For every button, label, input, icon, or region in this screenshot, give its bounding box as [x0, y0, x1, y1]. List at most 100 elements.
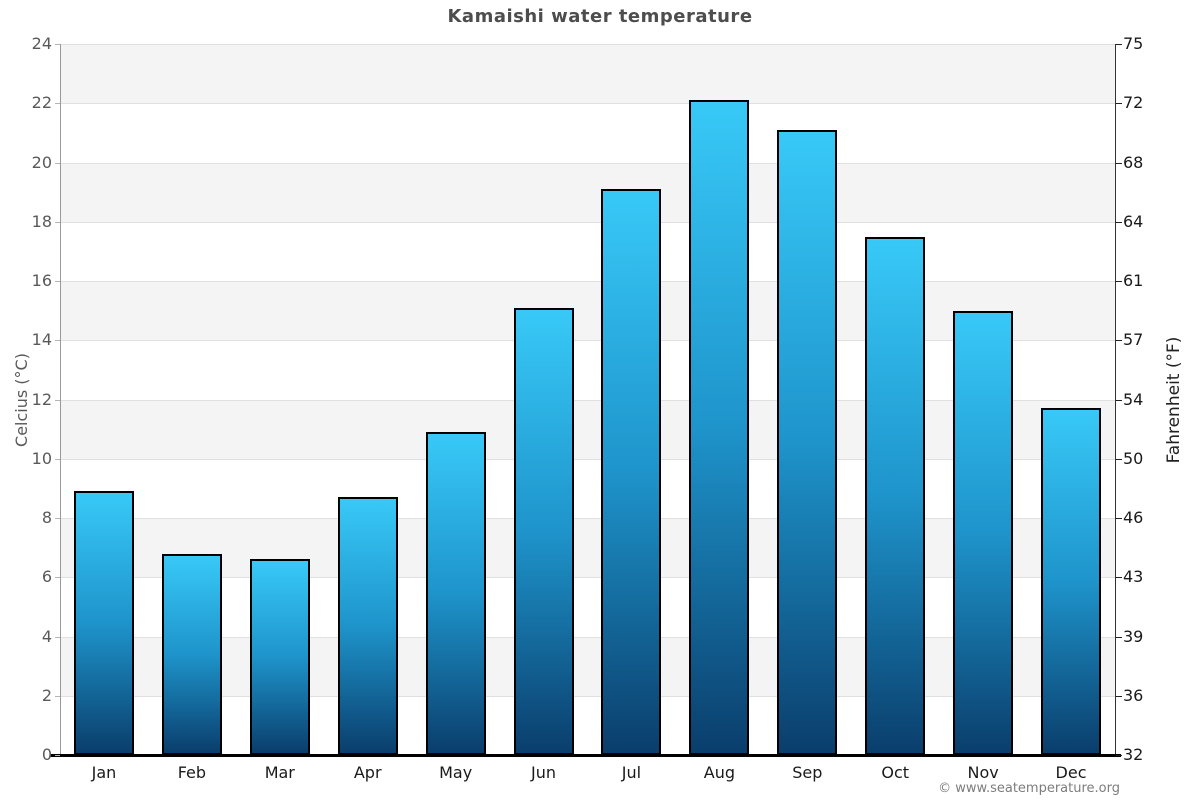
y-tick-mark-right: [1116, 755, 1122, 756]
y-tick-label-fahrenheit: 43: [1123, 567, 1144, 587]
bar-jan: [74, 491, 134, 755]
x-tick-label-jun: Jun: [531, 763, 557, 782]
y-tick-mark-right: [1116, 222, 1122, 223]
plot-band: [60, 518, 1115, 578]
y-tick-label-celsius: 0: [41, 745, 52, 764]
y-tick-label-fahrenheit: 32: [1123, 745, 1144, 764]
y-tick-mark-left: [55, 163, 60, 164]
bar-may: [426, 432, 486, 755]
x-tick-label-may: May: [439, 763, 473, 782]
y-tick-mark-left: [55, 44, 60, 45]
x-tick-label-jan: Jan: [91, 763, 117, 782]
bar-sep: [777, 129, 837, 755]
y-tick-label-fahrenheit: 54: [1123, 389, 1144, 409]
y-tick-mark-left: [55, 577, 60, 578]
y-tick-label-celsius: 10: [31, 448, 52, 468]
y-tick-mark-left: [55, 281, 60, 282]
y-tick-mark-right: [1116, 163, 1122, 164]
chart-title: Kamaishi water temperature: [447, 6, 753, 27]
x-tick-label-feb: Feb: [177, 763, 207, 782]
copyright-text: © www.seatemperature.org: [938, 781, 1120, 796]
y-tick-mark-right: [1116, 577, 1122, 578]
y-tick-mark-right: [1116, 44, 1122, 45]
plot-band: [60, 103, 1115, 162]
y-tick-mark-left: [55, 518, 60, 519]
y-tick-label-celsius: 20: [31, 152, 52, 172]
y-axis-line-right: [1115, 44, 1116, 755]
gridline: [60, 518, 1115, 519]
y-tick-mark-left: [55, 103, 60, 104]
bar-jul: [601, 189, 661, 755]
y-tick-mark-right: [1116, 459, 1122, 460]
bar-feb: [162, 553, 222, 755]
y-tick-label-celsius: 16: [31, 271, 52, 290]
bar-apr: [338, 497, 398, 755]
plot-band: [60, 281, 1115, 341]
gridline: [60, 459, 1115, 460]
y-tick-label-celsius: 4: [41, 626, 52, 646]
plot-band: [60, 636, 1115, 696]
gridline: [60, 103, 1115, 104]
bar-oct: [865, 236, 925, 755]
y-tick-mark-left: [55, 340, 60, 341]
y-tick-mark-right: [1116, 518, 1122, 519]
gridline: [60, 163, 1115, 164]
y-tick-mark-right: [1116, 637, 1122, 638]
y-tick-label-fahrenheit: 64: [1123, 211, 1144, 231]
gridline: [60, 222, 1115, 223]
x-tick-label-sep: Sep: [792, 763, 823, 782]
y-tick-mark-left: [55, 755, 60, 756]
plot-band: [60, 399, 1115, 459]
y-tick-label-fahrenheit: 72: [1123, 93, 1144, 113]
x-tick-label-jul: Jul: [621, 763, 642, 782]
x-tick-label-apr: Apr: [353, 763, 382, 782]
y-tick-mark-left: [55, 222, 60, 223]
y-axis-line-left: [60, 44, 61, 755]
gridline: [60, 577, 1115, 578]
bar-mar: [250, 559, 310, 755]
x-tick-label-nov: Nov: [967, 763, 999, 782]
gridline: [60, 400, 1115, 401]
bar-jun: [514, 307, 574, 755]
y-tick-label-fahrenheit: 36: [1123, 685, 1144, 705]
y-tick-mark-left: [55, 400, 60, 401]
bar-aug: [689, 100, 749, 755]
y-tick-label-fahrenheit: 68: [1123, 152, 1144, 172]
y-tick-label-celsius: 12: [31, 389, 52, 409]
y-tick-label-fahrenheit: 46: [1123, 508, 1144, 527]
y-tick-mark-right: [1116, 400, 1122, 401]
y-tick-label-fahrenheit: 57: [1123, 330, 1144, 350]
gridline: [60, 44, 1115, 45]
gridline: [60, 281, 1115, 282]
x-axis-line: [50, 754, 1121, 757]
y-tick-label-celsius: 14: [31, 330, 52, 350]
y-tick-label-celsius: 24: [31, 34, 52, 53]
x-tick-label-aug: Aug: [703, 763, 735, 782]
x-tick-label-oct: Oct: [881, 763, 910, 782]
plot-band: [60, 162, 1115, 222]
x-tick-label-dec: Dec: [1055, 763, 1087, 782]
y-tick-mark-left: [55, 637, 60, 638]
y-tick-label-celsius: 8: [41, 508, 52, 527]
gridline: [60, 696, 1115, 697]
plot-area: [60, 44, 1115, 755]
x-tick-label-mar: Mar: [264, 763, 295, 782]
y-tick-mark-right: [1116, 340, 1122, 341]
gridline: [60, 637, 1115, 638]
bar-dec: [1041, 408, 1101, 755]
y-tick-label-celsius: 6: [41, 567, 52, 587]
bar-nov: [953, 310, 1013, 755]
y-tick-mark-right: [1116, 103, 1122, 104]
y-tick-mark-left: [55, 696, 60, 697]
y-tick-label-celsius: 18: [31, 211, 52, 231]
y-tick-mark-left: [55, 459, 60, 460]
y-tick-mark-right: [1116, 281, 1122, 282]
y-tick-label-celsius: 22: [31, 93, 52, 113]
gridline: [60, 340, 1115, 341]
plot-band: [60, 222, 1115, 281]
y-tick-label-fahrenheit: 50: [1123, 448, 1144, 468]
y-tick-label-celsius: 2: [41, 685, 52, 705]
y-tick-label-fahrenheit: 61: [1123, 271, 1144, 290]
y-tick-mark-right: [1116, 696, 1122, 697]
